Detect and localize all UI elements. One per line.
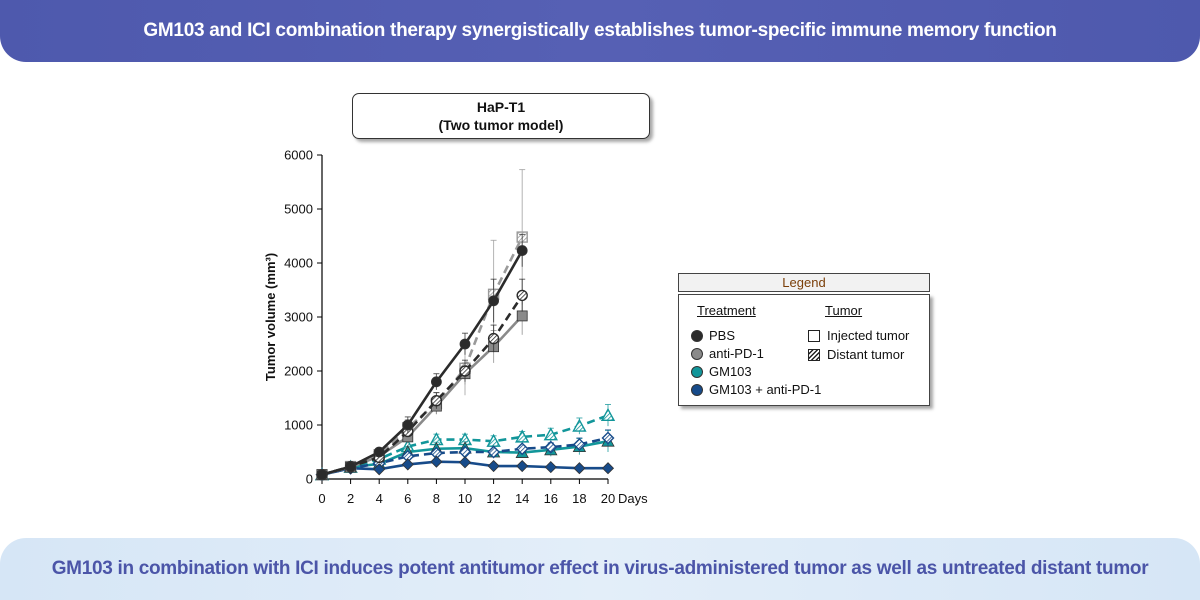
legend-item-gm103: GM103 bbox=[691, 364, 752, 379]
anti-pd1-marker-icon bbox=[691, 347, 703, 360]
y-axis-label: Tumor volume (mm³) bbox=[263, 253, 278, 381]
legend-item-anti-pd1: anti-PD-1 bbox=[691, 346, 764, 361]
data-point bbox=[401, 458, 414, 471]
series-pbs-injected-tumor bbox=[316, 233, 528, 481]
data-point bbox=[430, 455, 443, 468]
x-tick-label: 16 bbox=[544, 491, 558, 506]
x-tick-label: 0 bbox=[318, 491, 325, 506]
data-point bbox=[487, 445, 501, 459]
legend-item-distant-tumor: Distant tumor bbox=[808, 347, 904, 362]
gm103-anti-pd1-marker-icon bbox=[691, 383, 703, 396]
data-point bbox=[459, 365, 471, 377]
legend-label-gm103-anti-pd1: GM103 + anti-PD-1 bbox=[709, 382, 822, 397]
data-point bbox=[600, 407, 616, 421]
legend-label-injected-tumor: Injected tumor bbox=[827, 328, 910, 343]
legend-label-distant-tumor: Distant tumor bbox=[827, 347, 905, 362]
data-point bbox=[516, 289, 528, 302]
data-point bbox=[430, 395, 443, 407]
series-line bbox=[321, 294, 524, 476]
x-tick-label: 18 bbox=[572, 491, 586, 506]
data-point bbox=[573, 462, 586, 475]
x-tick-label: 20 bbox=[601, 491, 615, 506]
data-point bbox=[543, 427, 558, 441]
data-point bbox=[516, 310, 528, 322]
pbs-marker-icon bbox=[691, 329, 703, 342]
data-point bbox=[459, 338, 471, 350]
legend-item-injected-tumor: Injected tumor bbox=[808, 328, 909, 343]
data-point bbox=[516, 459, 529, 473]
footer-title: GM103 in combination with ICI induces po… bbox=[51, 558, 1149, 579]
y-tick-label: 5000 bbox=[284, 202, 313, 217]
data-point bbox=[316, 469, 328, 481]
x-axis-label: Days bbox=[618, 491, 648, 506]
data-point bbox=[430, 376, 442, 388]
header-title: GM103 and ICI combination therapy synerg… bbox=[143, 20, 1057, 41]
legend-label-pbs: PBS bbox=[709, 328, 736, 343]
data-point bbox=[601, 462, 615, 475]
data-point bbox=[487, 332, 500, 345]
footer-banner: GM103 in combination with ICI induces po… bbox=[0, 538, 1200, 600]
data-point bbox=[373, 463, 386, 476]
legend-tumor-heading: Tumor bbox=[825, 303, 863, 318]
header-banner: GM103 and ICI combination therapy synerg… bbox=[0, 0, 1200, 62]
chart-title-box: HaP-T1 (Two tumor model) bbox=[352, 93, 650, 139]
gm103-marker-icon bbox=[691, 365, 703, 378]
legend-item-gm103-anti-pd1: GM103 + anti-PD-1 bbox=[691, 382, 821, 397]
chart-title-line1: HaP-T1 bbox=[476, 99, 526, 115]
y-tick-label: 6000 bbox=[284, 148, 313, 163]
data-point bbox=[544, 440, 558, 454]
legend-header: Legend bbox=[678, 273, 930, 292]
legend-label-gm103: GM103 bbox=[709, 364, 752, 379]
legend: Treatment Tumor PBS anti-PD-1 GM103 GM10… bbox=[678, 294, 930, 406]
data-point bbox=[516, 245, 528, 256]
data-point bbox=[458, 456, 472, 469]
data-point bbox=[515, 442, 529, 456]
x-tick-label: 6 bbox=[404, 491, 411, 506]
y-tick-label: 4000 bbox=[284, 256, 313, 271]
y-tick-label: 0 bbox=[306, 472, 313, 487]
data-point bbox=[487, 459, 500, 473]
x-tick-label: 14 bbox=[515, 491, 529, 506]
x-tick-label: 10 bbox=[458, 491, 472, 506]
y-tick-label: 2000 bbox=[284, 364, 313, 379]
legend-title: Legend bbox=[782, 275, 826, 290]
data-point bbox=[402, 419, 414, 431]
x-tick-label: 8 bbox=[433, 491, 440, 506]
data-point bbox=[345, 461, 357, 472]
data-point bbox=[515, 429, 530, 443]
data-point bbox=[572, 418, 587, 432]
x-tick-label: 4 bbox=[376, 491, 383, 506]
x-tick-label: 12 bbox=[486, 491, 500, 506]
legend-treatment-heading: Treatment bbox=[697, 303, 756, 318]
hatched-square-icon bbox=[808, 348, 820, 361]
legend-label-anti-pd1: anti-PD-1 bbox=[709, 346, 764, 361]
data-point bbox=[601, 431, 615, 445]
data-point bbox=[572, 437, 586, 451]
data-point bbox=[544, 461, 557, 474]
open-square-icon bbox=[808, 329, 820, 342]
data-point bbox=[488, 295, 500, 307]
legend-item-pbs: PBS bbox=[691, 328, 735, 343]
y-tick-label: 3000 bbox=[284, 310, 313, 325]
x-tick-label: 2 bbox=[347, 491, 354, 506]
data-point bbox=[373, 446, 385, 458]
chart-title-line2: (Two tumor model) bbox=[438, 117, 564, 133]
y-tick-label: 1000 bbox=[284, 418, 313, 433]
